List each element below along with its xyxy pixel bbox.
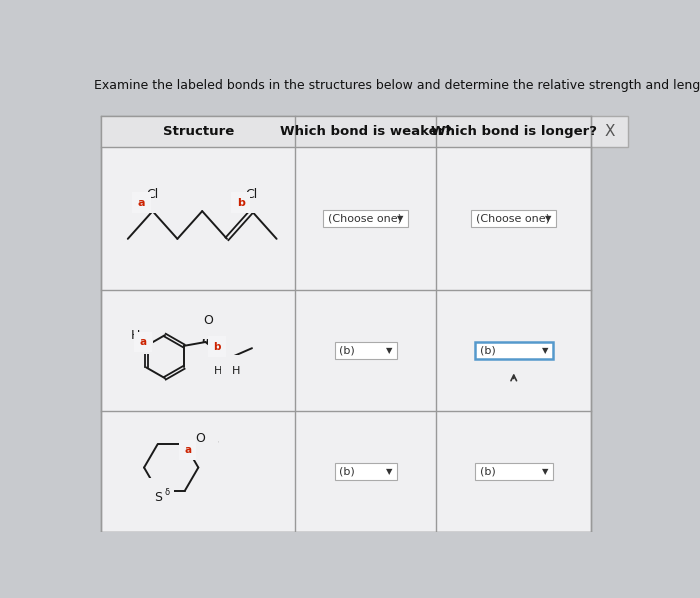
Text: Which bond is weaker?: Which bond is weaker? (280, 125, 452, 138)
Bar (335, 463, 397, 480)
Text: Cl: Cl (146, 188, 159, 201)
Text: Which bond is longer?: Which bond is longer? (430, 125, 596, 138)
Text: (Choose one): (Choose one) (476, 214, 550, 224)
Text: δ: δ (164, 488, 169, 497)
Text: a: a (138, 198, 146, 208)
Text: (b): (b) (340, 346, 355, 355)
Text: O: O (195, 432, 205, 444)
Bar (471, 210, 556, 227)
Text: (Choose one): (Choose one) (328, 214, 402, 224)
Text: H: H (214, 367, 222, 376)
Text: Cl: Cl (246, 188, 258, 201)
Text: ▼: ▼ (542, 346, 548, 355)
Text: Examine the labeled bonds in the structures below and determine the relative str: Examine the labeled bonds in the structu… (94, 80, 700, 93)
Text: ▼: ▼ (386, 467, 392, 476)
Bar (475, 342, 552, 359)
Text: S: S (153, 490, 162, 504)
Text: O: O (203, 314, 213, 327)
Text: Structure: Structure (162, 125, 234, 138)
Text: H: H (131, 328, 140, 341)
Bar (592, 115, 629, 147)
Text: ▼: ▼ (542, 467, 548, 476)
Bar (323, 210, 408, 227)
Text: ▼: ▼ (398, 214, 404, 223)
Text: (b): (b) (480, 346, 496, 355)
Text: X: X (605, 124, 615, 139)
Bar (102, 115, 592, 147)
Text: b: b (214, 341, 221, 352)
Bar (475, 463, 552, 480)
Text: (b): (b) (340, 466, 355, 477)
Text: b: b (237, 198, 245, 208)
Text: a: a (184, 445, 191, 454)
Text: (b): (b) (480, 466, 496, 477)
Bar (335, 342, 397, 359)
Text: H: H (232, 367, 241, 376)
Text: ▼: ▼ (545, 214, 552, 223)
Text: a: a (139, 337, 147, 347)
Text: ▼: ▼ (386, 346, 392, 355)
